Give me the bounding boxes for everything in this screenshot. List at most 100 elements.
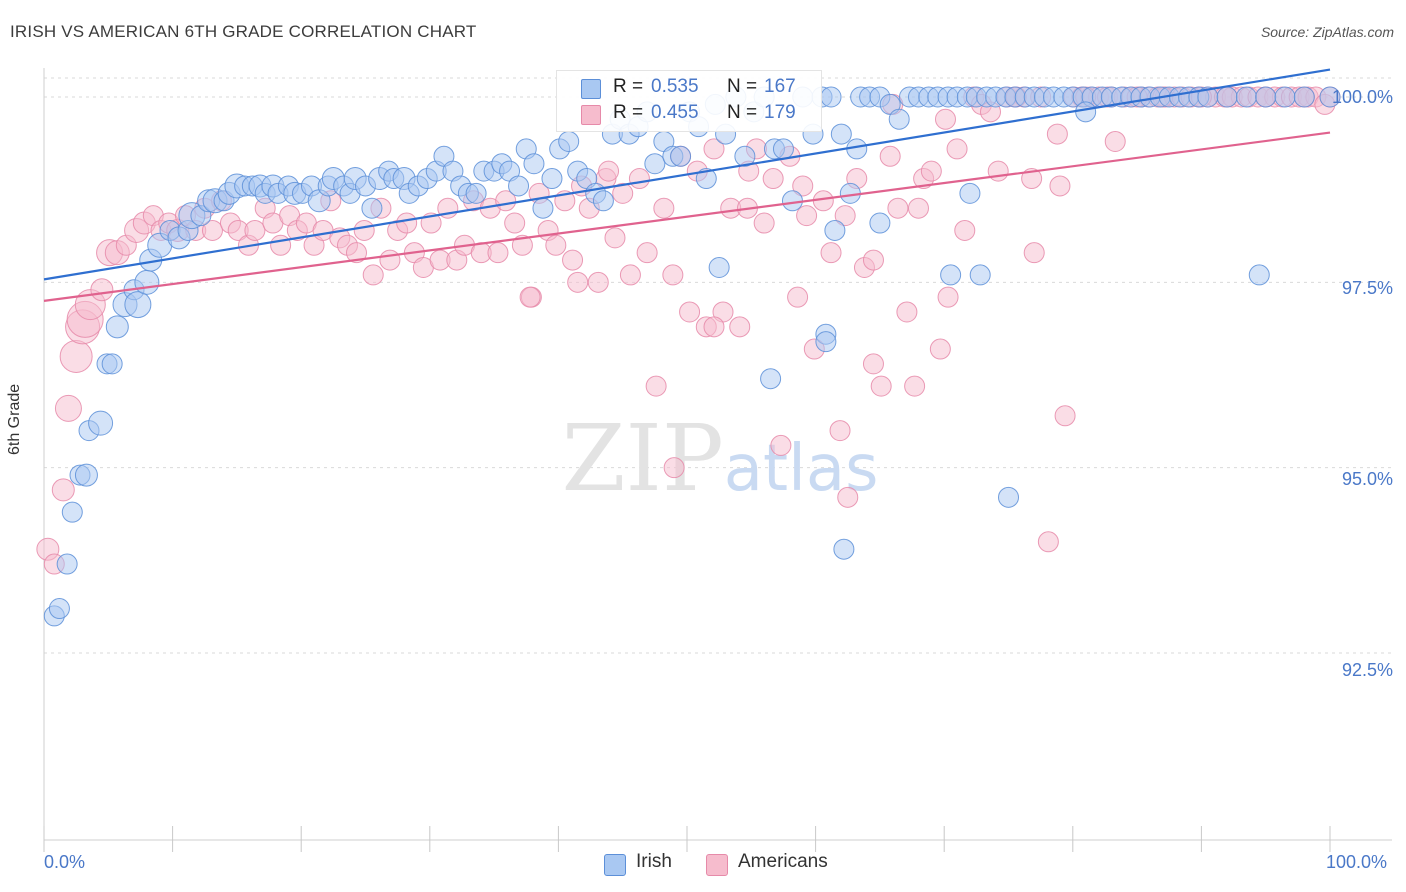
americans-point-26 (244, 219, 266, 241)
irish-point-137 (1216, 86, 1238, 108)
irish-point-154 (1248, 264, 1270, 286)
americans-point-167 (934, 108, 956, 130)
americans-point-95 (820, 242, 842, 264)
americans-point-38 (345, 242, 367, 264)
americans-point-115 (987, 160, 1009, 182)
americans-point-102 (879, 145, 901, 167)
irish-point-104 (888, 108, 910, 130)
americans-point-91 (787, 286, 809, 308)
irish-point-141 (1293, 86, 1315, 108)
americans-point-110 (946, 138, 968, 160)
americans-trendline (43, 131, 1331, 302)
irish-point-64 (523, 153, 545, 175)
legend-irish-swatch (604, 854, 626, 876)
americans-point-44 (396, 212, 418, 234)
irish-point-149 (940, 264, 962, 286)
americans-point-76 (662, 264, 684, 286)
americans-point-157 (567, 271, 589, 293)
watermark: ZIPatlas (562, 405, 879, 512)
americans-point-101 (870, 375, 892, 397)
americans-point-72 (628, 168, 650, 190)
irish-point-78 (644, 153, 666, 175)
irish-point-151 (969, 264, 991, 286)
legend-americans-label: Americans (738, 851, 828, 872)
irish-point-155 (833, 538, 855, 560)
irish-point-2 (56, 553, 78, 575)
irish-point-143 (708, 257, 730, 279)
x-tick-min: 0.0% (44, 852, 86, 872)
y-tick-95: 95.0% (1341, 469, 1393, 489)
americans-point-3 (54, 394, 82, 422)
americans-point-160 (703, 316, 725, 338)
irish-point-139 (1255, 86, 1277, 108)
americans-r-label: R = (613, 102, 644, 123)
americans-n-value: 179 (764, 102, 796, 123)
americans-point-64 (562, 249, 584, 271)
americans-swatch (581, 105, 601, 125)
irish-point-66 (541, 168, 563, 190)
irish-point-144 (760, 368, 782, 390)
americans-point-162 (792, 175, 814, 197)
americans-point-123 (1054, 405, 1076, 427)
americans-point-158 (598, 160, 620, 182)
americans-point-75 (653, 197, 675, 219)
americans-point-62 (545, 234, 567, 256)
axes-layer (43, 68, 1392, 852)
americans-point-96 (829, 420, 851, 442)
americans-point-92 (796, 205, 818, 227)
americans-point-100 (862, 353, 884, 375)
americans-point-69 (604, 227, 626, 249)
americans-point-73 (636, 242, 658, 264)
irish-point-92 (772, 138, 794, 160)
americans-n-label: N = (727, 102, 758, 123)
americans-point-111 (954, 219, 976, 241)
americans-point-164 (862, 249, 884, 271)
source-label: Source: ZipAtlas.com (1260, 24, 1394, 40)
legend-irish-label: Irish (636, 851, 672, 872)
americans-point-122 (1046, 123, 1068, 145)
irish-point-3 (61, 501, 83, 523)
watermark-zip: ZIP (562, 405, 724, 512)
americans-point-84 (729, 316, 751, 338)
americans-point-29 (270, 234, 292, 256)
irish-point-44 (361, 197, 383, 219)
americans-point-4 (59, 339, 93, 373)
irish-point-62 (508, 175, 530, 197)
stats-box: R = 0.535 N = 167 R = 0.455 N = 179 (556, 70, 822, 132)
irish-point-10 (105, 315, 129, 339)
americans-point-103 (887, 197, 909, 219)
irish-point-98 (830, 123, 852, 145)
americans-point-119 (1021, 168, 1043, 190)
americans-point-71 (619, 264, 641, 286)
americans-point-156 (519, 286, 541, 308)
irish-point-150 (959, 182, 981, 204)
irish-r-value: 0.535 (651, 76, 699, 97)
irish-point-1 (48, 598, 70, 620)
irish-point-138 (1235, 86, 1257, 108)
irish-point-7 (88, 410, 114, 436)
americans-point-163 (834, 205, 856, 227)
y-tick-92-5: 92.5% (1341, 660, 1393, 680)
irish-point-65 (532, 197, 554, 219)
americans-point-159 (663, 457, 685, 479)
irish-point-142 (1319, 86, 1341, 108)
americans-point-40 (362, 264, 384, 286)
irish-points (43, 86, 1341, 627)
irish-point-14 (134, 269, 160, 295)
americans-point-169 (1023, 242, 1045, 264)
trend-layer (43, 68, 1331, 302)
irish-point-57 (465, 182, 487, 204)
irish-point-68 (558, 130, 580, 152)
americans-point-105 (904, 375, 926, 397)
americans-point-57 (504, 212, 526, 234)
irish-point-140 (1274, 86, 1296, 108)
americans-point-42 (379, 249, 401, 271)
americans-point-107 (920, 160, 942, 182)
chart-title: IRISH VS AMERICAN 6TH GRADE CORRELATION … (10, 22, 477, 41)
irish-point-88 (734, 145, 756, 167)
americans-point-97 (837, 486, 859, 508)
irish-point-146 (815, 331, 837, 353)
irish-point-9 (101, 353, 123, 375)
americans-point-109 (937, 286, 959, 308)
